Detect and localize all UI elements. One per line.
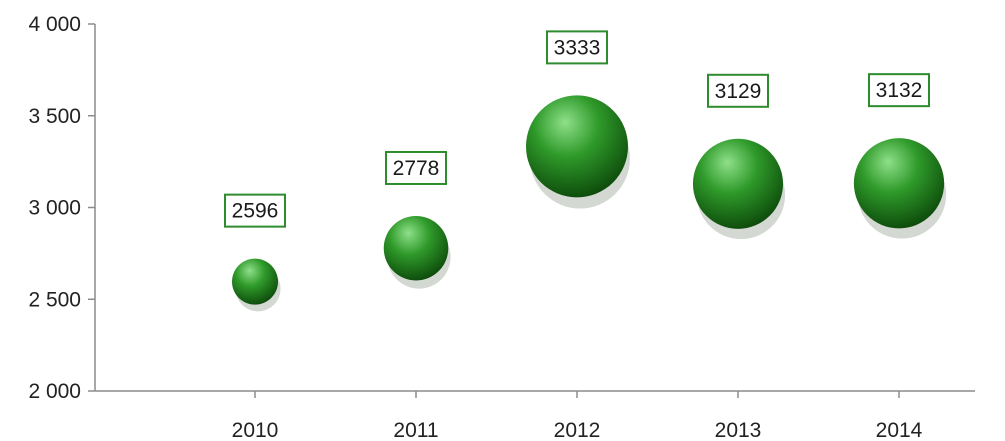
- x-tick-label: 2010: [232, 419, 279, 441]
- data-label-box: [868, 73, 930, 108]
- x-tick-label: 2011: [393, 419, 438, 441]
- data-label-box: [385, 150, 447, 185]
- data-label-box: [707, 73, 769, 108]
- x-tick-label: 2013: [715, 419, 762, 441]
- data-label: 3333: [554, 36, 601, 59]
- data-label: 2778: [393, 157, 440, 180]
- data-label-box: [546, 30, 608, 65]
- y-tick-label: 2 000: [28, 380, 81, 403]
- x-tick-label: 2012: [554, 419, 601, 441]
- y-tick-label: 4 000: [28, 13, 81, 36]
- bubble-point: [383, 215, 449, 281]
- y-tick-label: 2 500: [28, 288, 81, 311]
- bubble-series: [232, 95, 947, 312]
- y-tick-label: 3 500: [28, 105, 81, 128]
- bubble-point: [853, 138, 945, 229]
- y-tick-label: 3 000: [28, 197, 81, 220]
- data-label-box: [224, 193, 286, 228]
- bubble-point: [692, 138, 784, 229]
- data-label: 3132: [876, 79, 923, 102]
- x-tick-label: 2014: [876, 419, 923, 441]
- axes: 2 000 2 500 3 000 3 500 4 000 2010 2011 2012 201…: [28, 13, 975, 441]
- data-label: 2596: [232, 200, 279, 223]
- bubble-point: [526, 95, 628, 198]
- data-labels: 2596 2778 3333 3129 3132: [224, 30, 930, 228]
- data-label: 3129: [715, 80, 762, 103]
- bubble-point: [232, 258, 278, 305]
